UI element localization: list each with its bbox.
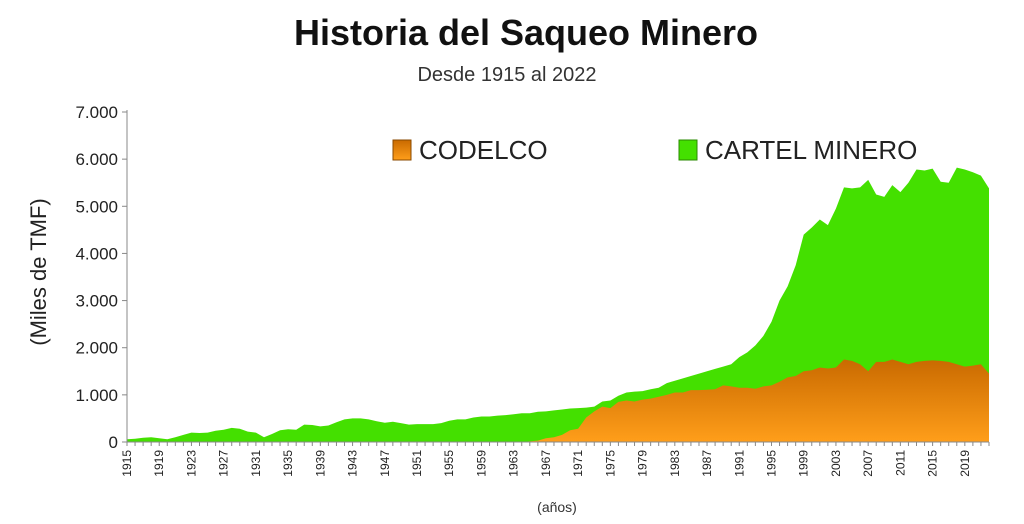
x-tick-label: 1971 (571, 450, 585, 477)
area-codelco (127, 359, 989, 442)
chart-title: Historia del Saqueo Minero (293, 12, 759, 53)
x-tick-label: 1951 (410, 450, 424, 477)
x-tick-label: 1983 (668, 450, 682, 477)
y-tick-label: 2.000 (75, 339, 118, 358)
x-tick-label: 1991 (732, 450, 746, 477)
axes (126, 110, 989, 443)
x-tick-label: 1979 (636, 450, 650, 477)
x-tick-label: 1955 (442, 450, 456, 477)
y-tick-label: 1.000 (75, 386, 118, 405)
plot-area (127, 167, 989, 442)
x-tick-label: 1919 (152, 450, 166, 477)
x-tick-label: 1963 (507, 450, 521, 477)
area-cartel-minero (127, 167, 989, 442)
x-tick-label: 1927 (217, 450, 231, 477)
legend-item-cartel-minero: CARTEL MINERO (678, 135, 917, 165)
y-tick-label: 6.000 (75, 150, 118, 169)
chart-subtitle: Desde 1915 al 2022 (417, 64, 597, 86)
x-tick-label: 1915 (120, 450, 134, 477)
legend-item-codelco: CODELCO (392, 135, 548, 165)
x-tick-label: 1939 (313, 450, 327, 477)
y-tick-label: 4.000 (75, 244, 118, 263)
legend-label-cartel-minero: CARTEL MINERO (705, 135, 917, 165)
x-tick-label: 1987 (700, 450, 714, 477)
y-tick-label: 5.000 (75, 197, 118, 216)
x-tick-label: 2003 (829, 450, 843, 477)
x-tick-label: 2015 (926, 450, 940, 477)
y-tick-label: 7.000 (75, 103, 118, 122)
x-tick-label: 2011 (893, 450, 907, 476)
y-tick-label: 0 (109, 433, 118, 452)
x-tick-label: 1999 (797, 450, 811, 477)
x-tick-label: 2007 (861, 450, 875, 477)
legend-label-codelco: CODELCO (419, 135, 548, 165)
y-ticks: 0 1.000 2.000 3.000 4.000 5.000 6.000 7.000 (75, 103, 127, 452)
x-tick-label: 1975 (603, 450, 617, 477)
legend: CODELCO CARTEL MINERO (392, 135, 917, 165)
x-tick-label: 1995 (765, 450, 779, 477)
x-tick-label: 1959 (475, 450, 489, 477)
legend-swatch-codelco (392, 139, 412, 161)
legend-swatch-cartel-minero (678, 139, 698, 161)
x-tick-label: 1943 (346, 450, 360, 477)
x-tick-label: 1935 (281, 450, 295, 477)
x-tick-label: 1967 (539, 450, 553, 477)
x-tick-label: 1947 (378, 450, 392, 477)
x-tick-label: 1931 (249, 450, 263, 477)
y-axis-label: (Miles de TMF) (26, 198, 51, 346)
x-tick-label: 2019 (958, 450, 972, 477)
x-ticks: 1915 1919 1923 1927 1931 1935 1939 1943 1947 1951… (120, 442, 990, 477)
y-tick-label: 3.000 (75, 292, 118, 311)
x-axis-label: (años) (537, 499, 577, 515)
x-tick-label: 1923 (184, 450, 198, 477)
